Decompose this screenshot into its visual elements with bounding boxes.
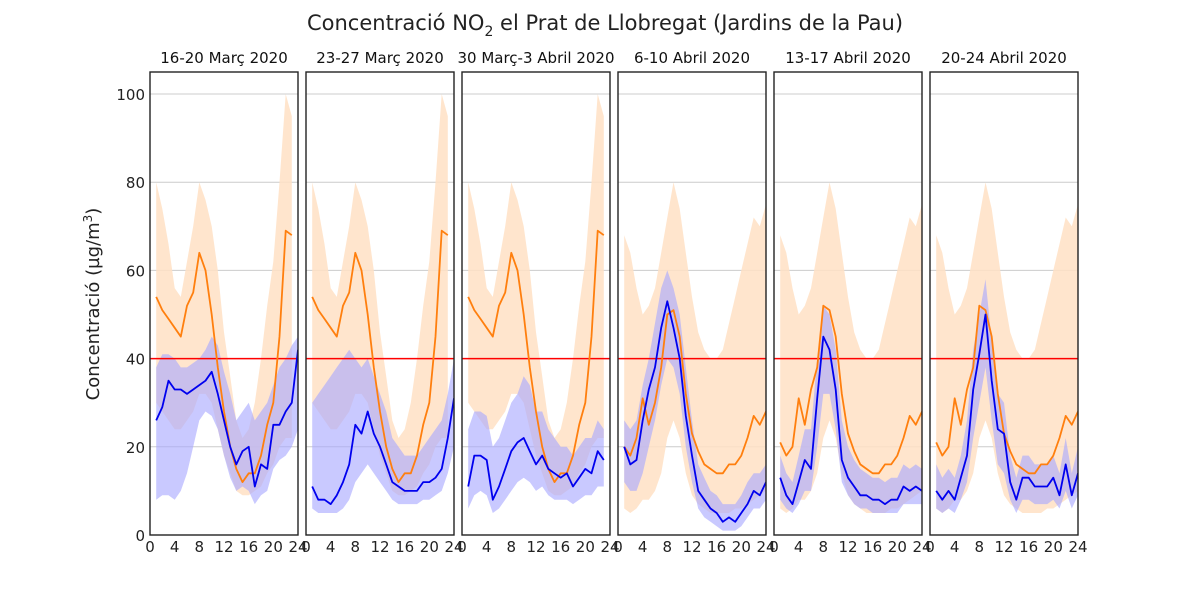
x-tick-label: 0 (457, 538, 467, 556)
orange-series-line (779, 304, 922, 475)
x-tick-label: 24 (288, 538, 307, 556)
orange-band (624, 182, 766, 513)
x-tick-label: 12 (838, 538, 857, 556)
x-tick-label: 16 (239, 538, 258, 556)
x-tick-label: 0 (613, 538, 623, 556)
x-tick-label: 20 (1044, 538, 1063, 556)
x-tick-label: 4 (794, 538, 804, 556)
x-tick-label: 0 (145, 538, 155, 556)
x-tick-label: 0 (925, 538, 935, 556)
y-tick-label: 100 (116, 86, 145, 104)
blue-series-line (779, 335, 922, 506)
y-tick-label: 60 (126, 262, 145, 280)
x-tick-label: 0 (769, 538, 779, 556)
orange-series-line (311, 229, 449, 484)
panel-title: 30 Març-3 Abril 2020 (457, 49, 614, 67)
panel-title: 13-17 Abril 2020 (785, 49, 911, 67)
y-tick-label: 0 (135, 527, 145, 545)
blue-series-line (623, 300, 766, 523)
panel-frame (929, 71, 1079, 536)
blue-band (780, 305, 922, 513)
orange-series-line (467, 229, 605, 484)
x-tick-label: 16 (863, 538, 882, 556)
x-tick-label: 20 (264, 538, 283, 556)
x-tick-label: 24 (756, 538, 775, 556)
x-tick-label: 20 (576, 538, 595, 556)
x-tick-label: 24 (912, 538, 931, 556)
panel-title: 6-10 Abril 2020 (634, 49, 750, 67)
panel-3: 30 Març-3 Abril 2020 0 4 8 12 16 20 24 (457, 49, 619, 556)
y-axis-label: Concentració (µg/m3) (81, 208, 104, 401)
y-tick-label: 20 (126, 439, 145, 457)
x-tick-label: 24 (1068, 538, 1087, 556)
x-tick-label: 8 (819, 538, 829, 556)
x-tick-label: 4 (326, 538, 336, 556)
x-tick-label: 8 (663, 538, 673, 556)
x-tick-label: 20 (732, 538, 751, 556)
panel-1: 16-20 Març 2020 0 4 8 12 16 20 24 (145, 49, 307, 556)
blue-series-line (311, 398, 454, 506)
orange-series-line (155, 229, 293, 484)
panel-5: 13-17 Abril 2020 0 4 8 12 16 20 24 (769, 49, 931, 556)
x-tick-label: 12 (370, 538, 389, 556)
x-tick-label: 16 (551, 538, 570, 556)
x-tick-label: 16 (1019, 538, 1038, 556)
x-tick-label: 4 (950, 538, 960, 556)
x-tick-label: 24 (444, 538, 463, 556)
blue-series-line (155, 349, 298, 488)
x-tick-label: 12 (994, 538, 1013, 556)
panel-frame (305, 71, 455, 536)
panel-title: 20-24 Abril 2020 (941, 49, 1067, 67)
x-tick-label: 16 (395, 538, 414, 556)
panel-title: 23-27 Març 2020 (316, 49, 444, 67)
panel-title: 16-20 Març 2020 (160, 49, 288, 67)
orange-series-line (623, 309, 766, 475)
x-tick-label: 12 (682, 538, 701, 556)
y-tick-label: 80 (126, 174, 145, 192)
x-tick-label: 12 (526, 538, 545, 556)
blue-series-line (935, 313, 1078, 501)
x-tick-label: 12 (214, 538, 233, 556)
panel-frame (773, 71, 923, 536)
x-tick-label: 8 (351, 538, 361, 556)
x-tick-label: 4 (482, 538, 492, 556)
blue-band (156, 336, 298, 505)
x-tick-label: 8 (507, 538, 517, 556)
panel-4: 6-10 Abril 2020 0 4 8 12 16 20 24 (613, 49, 775, 556)
x-tick-label: 16 (707, 538, 726, 556)
x-tick-label: 4 (170, 538, 180, 556)
panel-2: 23-27 Març 2020 0 4 8 12 16 20 24 (301, 49, 463, 556)
panel-frame (149, 71, 299, 536)
panel-frame (461, 71, 611, 536)
x-tick-label: 8 (195, 538, 205, 556)
panel-6: 20-24 Abril 2020 0 4 8 12 16 20 24 (925, 49, 1087, 556)
x-tick-label: 8 (975, 538, 985, 556)
x-tick-label: 20 (420, 538, 439, 556)
x-tick-label: 0 (301, 538, 311, 556)
panel-frame (617, 71, 767, 536)
x-tick-label: 20 (888, 538, 907, 556)
y-tick-label: 40 (126, 351, 145, 369)
orange-band (468, 94, 604, 496)
x-tick-label: 24 (600, 538, 619, 556)
blue-band (936, 279, 1078, 513)
x-tick-label: 4 (638, 538, 648, 556)
chart-title: Concentració NO2 el Prat de Llobregat (J… (307, 11, 903, 40)
blue-series-line (467, 437, 605, 501)
orange-series-line (935, 304, 1078, 475)
